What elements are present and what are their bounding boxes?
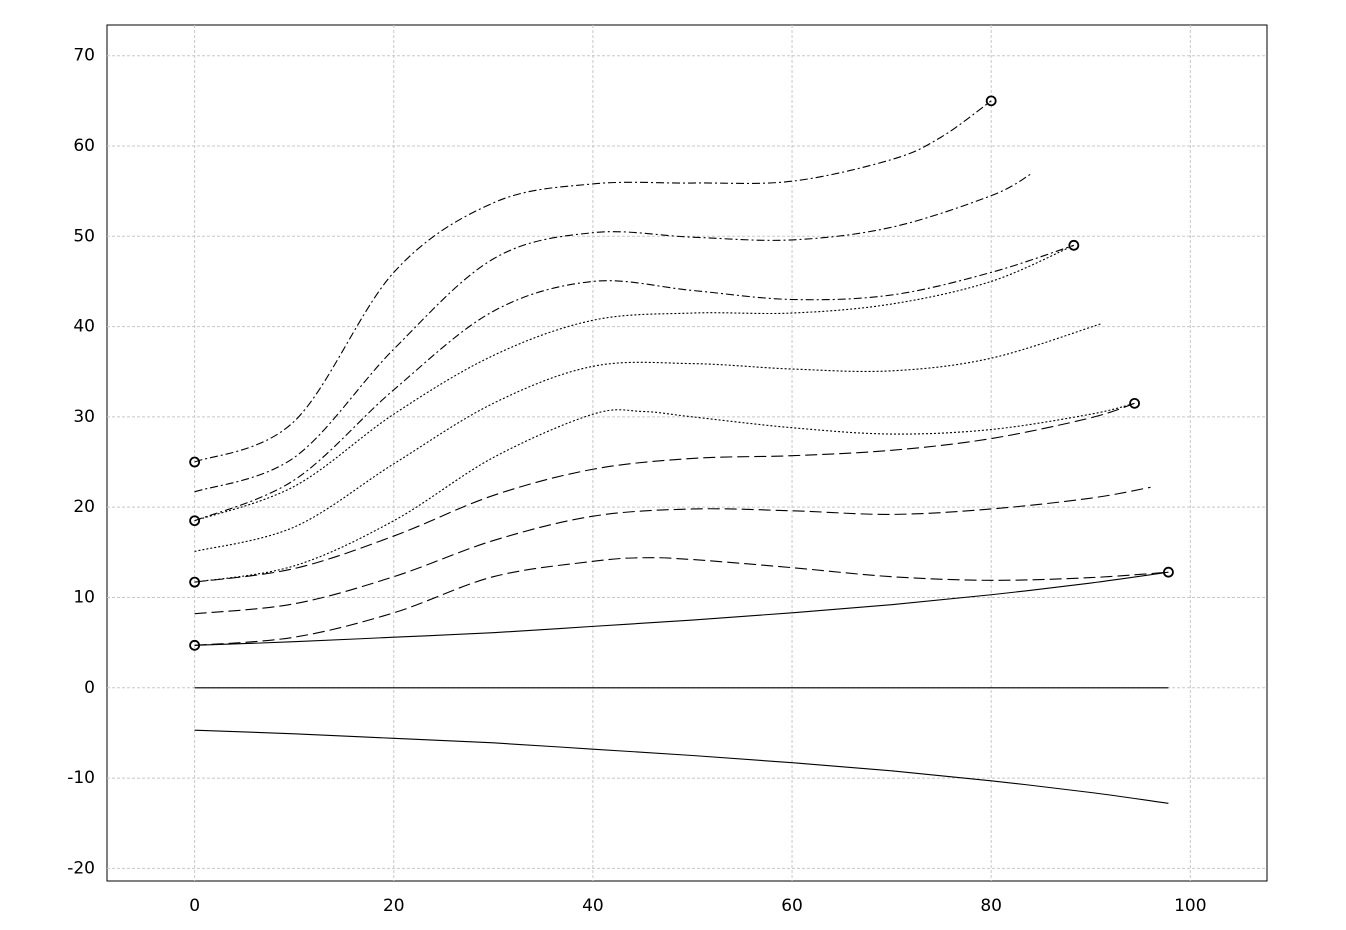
y-tick-label: 30 xyxy=(73,407,95,427)
series-line xyxy=(194,557,1169,646)
series-line xyxy=(194,244,1075,522)
x-tick-label: 40 xyxy=(582,896,604,916)
y-tick-label: 0 xyxy=(84,678,95,698)
series-line xyxy=(194,402,1135,583)
series-line xyxy=(194,486,1151,615)
marker xyxy=(1129,397,1140,409)
series-line xyxy=(194,244,1075,522)
marker xyxy=(985,95,997,107)
marker xyxy=(1163,566,1174,578)
y-tick-label: 60 xyxy=(73,136,95,156)
x-tick-label: 20 xyxy=(383,896,405,916)
y-tick-label: 40 xyxy=(73,317,95,337)
marker xyxy=(1068,239,1080,251)
y-tick-label: 10 xyxy=(73,587,95,607)
series-line xyxy=(194,323,1101,552)
marker xyxy=(189,515,201,527)
x-tick-label: 60 xyxy=(781,896,803,916)
series-line xyxy=(194,402,1135,583)
marker xyxy=(189,639,201,651)
plot-frame xyxy=(106,24,1268,882)
x-tick-label: 80 xyxy=(980,896,1002,916)
marker xyxy=(189,456,201,468)
series-line xyxy=(194,173,1032,493)
x-tick-label: 100 xyxy=(1174,896,1206,916)
series-line xyxy=(194,729,1169,804)
y-tick-label: 50 xyxy=(73,226,95,246)
series-line xyxy=(194,100,992,463)
x-tick-label: 0 xyxy=(189,896,200,916)
marker xyxy=(189,576,201,588)
series-line xyxy=(194,571,1169,646)
y-tick-label: 70 xyxy=(73,46,95,66)
y-tick-label: -10 xyxy=(67,768,95,788)
y-tick-label: 20 xyxy=(73,497,95,517)
y-tick-label: -20 xyxy=(67,858,95,878)
